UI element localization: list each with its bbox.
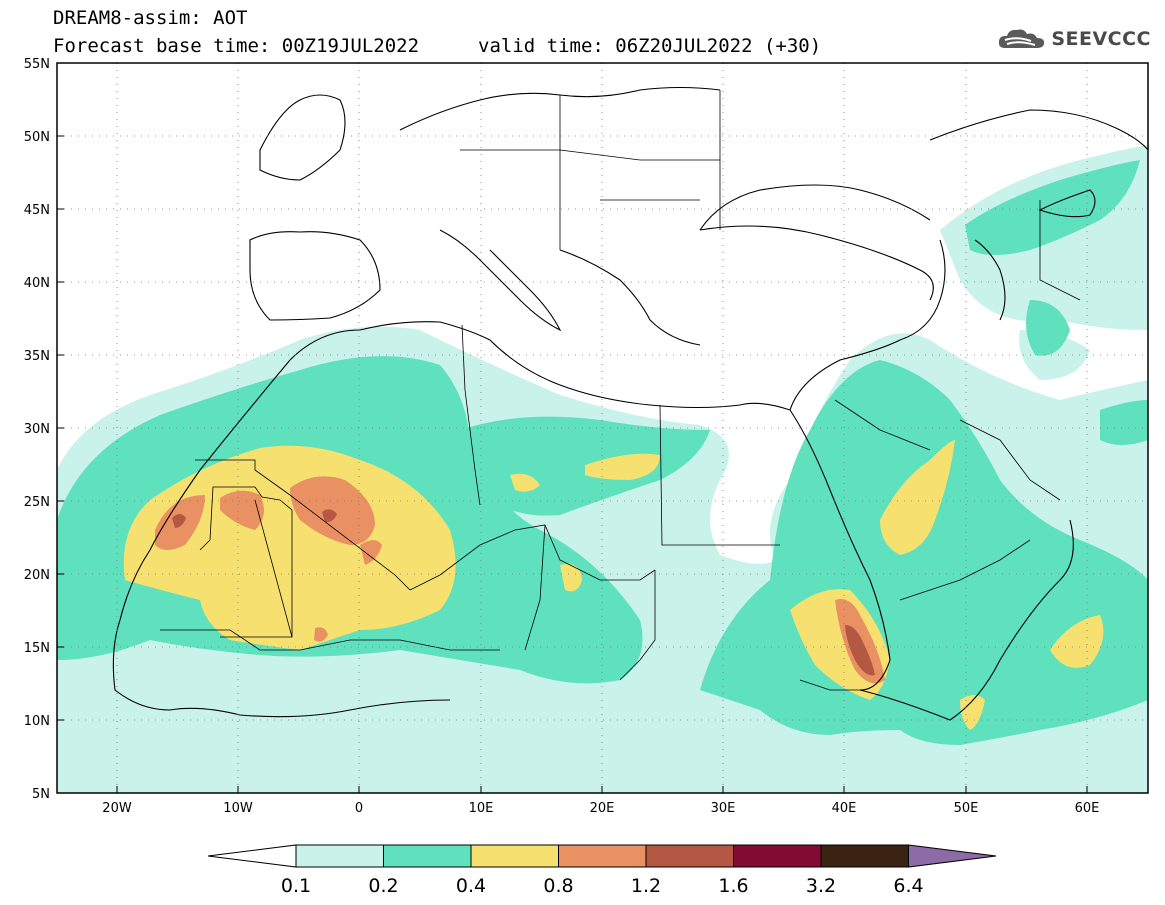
lon-label: 30E bbox=[711, 801, 736, 816]
lon-label: 60E bbox=[1075, 801, 1100, 816]
lon-label: 0 bbox=[355, 801, 363, 816]
latitude-labels: 55N 50N 45N 40N 35N 30N 25N 20N 15N 10N … bbox=[24, 57, 50, 802]
lon-label: 10E bbox=[469, 801, 494, 816]
longitude-labels: 20W 10W 0 10E 20E 30E 40E 50E 60E bbox=[102, 801, 1099, 816]
legend-swatch bbox=[733, 844, 822, 868]
lat-label: 55N bbox=[24, 57, 50, 72]
legend-label: 0.2 bbox=[368, 875, 398, 897]
legend-over-arrow bbox=[908, 844, 997, 868]
legend-swatch bbox=[558, 844, 647, 868]
legend-labels: 0.1 0.2 0.4 0.8 1.2 1.6 3.2 6.4 bbox=[281, 875, 924, 897]
lon-label: 50E bbox=[954, 801, 979, 816]
legend-label: 0.1 bbox=[281, 875, 311, 897]
aot-contour-0.4 bbox=[123, 440, 1104, 730]
lat-label: 5N bbox=[32, 787, 50, 802]
lat-label: 40N bbox=[24, 276, 50, 291]
valid-time: valid time: 06Z20JUL2022 (+30) bbox=[478, 35, 822, 57]
coastlines bbox=[112, 86, 1148, 721]
country-borders bbox=[160, 90, 1081, 691]
lat-label: 25N bbox=[24, 495, 50, 510]
legend-label: 0.4 bbox=[456, 875, 486, 897]
logo-text: SEEVCCC bbox=[1051, 28, 1151, 50]
lat-label: 15N bbox=[24, 641, 50, 656]
aot-contour-1.2 bbox=[172, 509, 875, 676]
axis-ticks bbox=[57, 135, 1088, 793]
legend-label: 0.8 bbox=[543, 875, 573, 897]
map-title: DREAM8-assim: AOT bbox=[53, 7, 248, 29]
cloud-logo-icon bbox=[999, 29, 1045, 48]
lat-label: 30N bbox=[24, 422, 50, 437]
legend-swatch bbox=[383, 844, 472, 868]
forecast-base-time: Forecast base time: 00Z19JUL2022 bbox=[53, 35, 420, 57]
legend-swatch bbox=[470, 844, 559, 868]
lon-label: 20E bbox=[590, 801, 615, 816]
legend-label: 3.2 bbox=[806, 875, 836, 897]
legend-label: 6.4 bbox=[893, 875, 923, 897]
lat-label: 20N bbox=[24, 568, 50, 583]
lat-label: 10N bbox=[24, 714, 50, 729]
legend-label: 1.6 bbox=[718, 875, 748, 897]
lat-label: 45N bbox=[24, 203, 50, 218]
color-legend bbox=[207, 844, 997, 868]
legend-label: 1.2 bbox=[631, 875, 661, 897]
legend-swatch bbox=[820, 844, 909, 868]
lon-label: 40E bbox=[832, 801, 857, 816]
legend-under-arrow bbox=[207, 844, 297, 868]
graticule bbox=[57, 63, 1148, 793]
lon-label: 10W bbox=[223, 801, 253, 816]
aot-field bbox=[57, 145, 1148, 793]
lat-label: 50N bbox=[24, 130, 50, 145]
seevccc-logo: SEEVCCC bbox=[997, 26, 1151, 52]
legend-swatch bbox=[295, 844, 384, 868]
lon-label: 20W bbox=[102, 801, 132, 816]
lat-label: 35N bbox=[24, 349, 50, 364]
legend-swatch bbox=[645, 844, 734, 868]
